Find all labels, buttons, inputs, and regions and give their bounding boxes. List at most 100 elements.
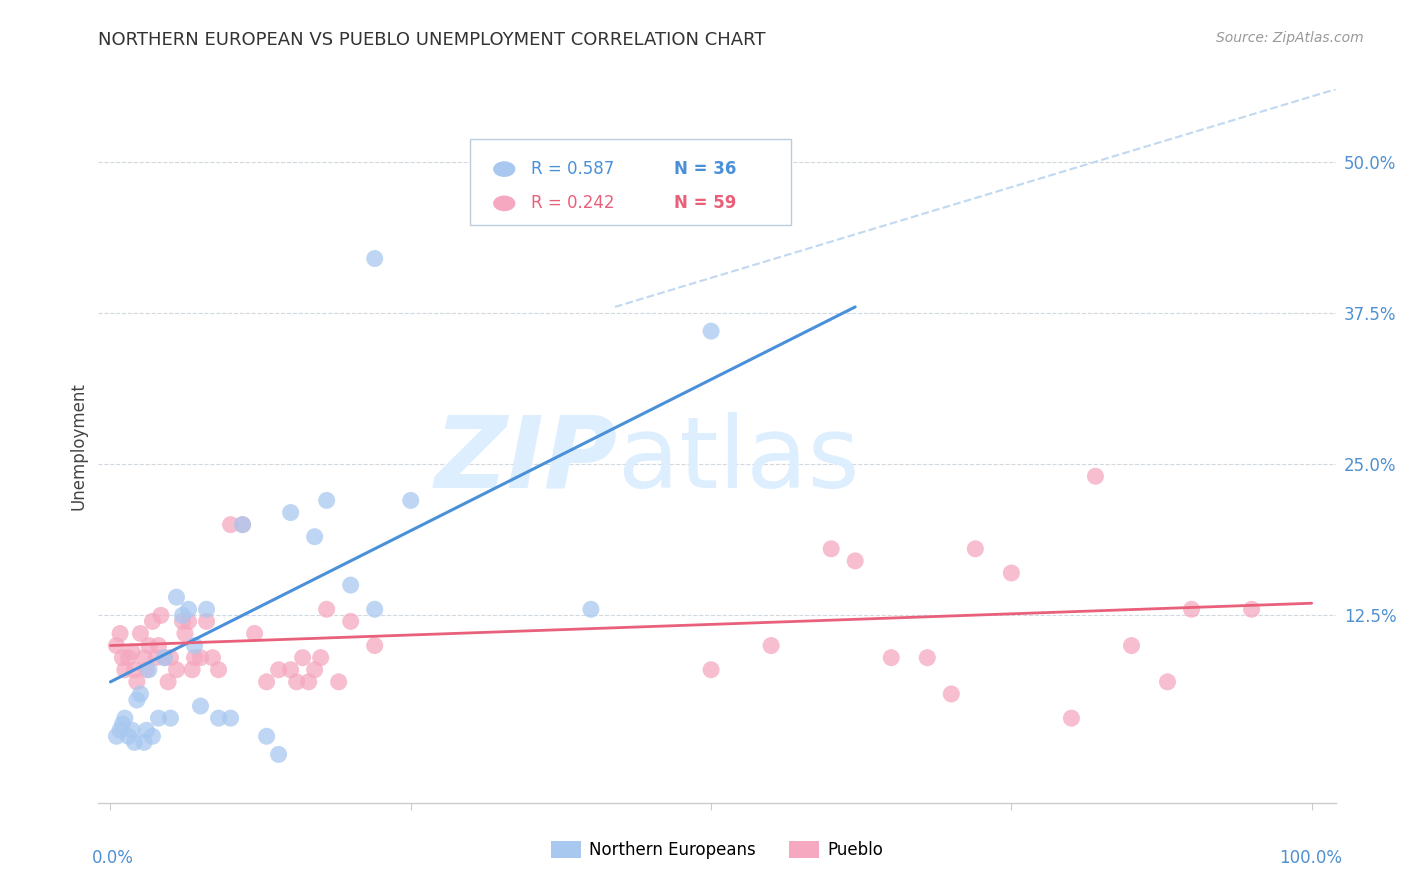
Point (256, 674, 278, 689)
Point (965, 541, 987, 556)
Point (114, 663, 136, 677)
Point (153, 650, 176, 665)
Point (1060, 711, 1083, 725)
Point (111, 717, 134, 731)
Point (172, 615, 194, 629)
Point (132, 735, 155, 749)
Point (141, 729, 163, 743)
Point (172, 608, 194, 623)
Point (141, 615, 163, 629)
Point (1156, 674, 1178, 689)
Point (285, 674, 308, 689)
Point (148, 639, 170, 653)
Text: R = 0.242: R = 0.242 (531, 194, 614, 212)
Point (1180, 602, 1202, 616)
Point (219, 517, 242, 532)
Point (256, 729, 278, 743)
Point (941, 687, 963, 701)
Point (124, 735, 146, 749)
Point (315, 602, 337, 616)
Point (304, 663, 326, 677)
Point (132, 650, 155, 665)
Point (190, 650, 212, 665)
Text: N = 59: N = 59 (673, 194, 737, 212)
Point (125, 674, 148, 689)
Point (1121, 639, 1143, 653)
Point (280, 663, 302, 677)
Text: NORTHERN EUROPEAN VS PUEBLO UNEMPLOYMENT CORRELATION CHART: NORTHERN EUROPEAN VS PUEBLO UNEMPLOYMENT… (98, 31, 766, 49)
Point (121, 645, 143, 659)
Point (207, 663, 229, 677)
Point (129, 626, 152, 640)
Point (328, 674, 350, 689)
Point (129, 687, 152, 701)
Point (700, 663, 723, 677)
Text: atlas: atlas (619, 412, 859, 508)
Text: N = 36: N = 36 (673, 161, 737, 178)
Point (125, 693, 148, 707)
Point (190, 699, 212, 714)
Point (177, 615, 200, 629)
Point (364, 602, 387, 616)
Point (880, 650, 903, 665)
Point (291, 650, 314, 665)
Point (315, 493, 337, 508)
Text: 100.0%: 100.0% (1279, 849, 1341, 867)
Text: R = 0.587: R = 0.587 (531, 161, 614, 178)
Point (105, 729, 128, 743)
Point (183, 639, 205, 653)
Point (135, 723, 157, 738)
Point (844, 554, 866, 568)
Ellipse shape (494, 195, 516, 211)
Point (138, 639, 160, 653)
Point (195, 615, 218, 629)
Point (148, 711, 170, 725)
Point (135, 663, 157, 677)
Point (201, 650, 224, 665)
Point (111, 650, 134, 665)
Point (166, 590, 188, 604)
Point (309, 650, 332, 665)
Point (232, 517, 254, 532)
Point (700, 324, 723, 338)
Point (117, 729, 139, 743)
Point (157, 674, 180, 689)
Point (177, 602, 200, 616)
Point (232, 517, 254, 532)
Point (117, 650, 139, 665)
Text: ZIP: ZIP (434, 412, 619, 508)
Point (207, 711, 229, 725)
Point (304, 530, 326, 544)
Point (820, 541, 842, 556)
Point (243, 626, 266, 640)
Ellipse shape (494, 161, 516, 177)
Point (108, 723, 131, 738)
Y-axis label: Unemployment: Unemployment (69, 382, 87, 510)
Legend: Northern Europeans, Pueblo: Northern Europeans, Pueblo (544, 834, 890, 866)
Point (267, 663, 290, 677)
Point (159, 711, 181, 725)
Point (298, 674, 321, 689)
Point (267, 747, 290, 762)
Point (138, 663, 160, 677)
Point (364, 639, 387, 653)
Point (1084, 469, 1107, 483)
Point (149, 608, 172, 623)
Text: Source: ZipAtlas.com: Source: ZipAtlas.com (1216, 31, 1364, 45)
Point (159, 650, 181, 665)
Point (181, 663, 204, 677)
Point (114, 711, 136, 725)
Point (399, 493, 422, 508)
Point (280, 506, 302, 520)
Text: 0.0%: 0.0% (93, 849, 134, 867)
Point (108, 626, 131, 640)
Point (1000, 566, 1022, 580)
Point (121, 723, 143, 738)
Point (183, 650, 205, 665)
Point (195, 602, 218, 616)
Point (153, 650, 176, 665)
Point (1240, 602, 1263, 616)
Point (145, 650, 167, 665)
Point (759, 639, 782, 653)
Point (124, 663, 146, 677)
